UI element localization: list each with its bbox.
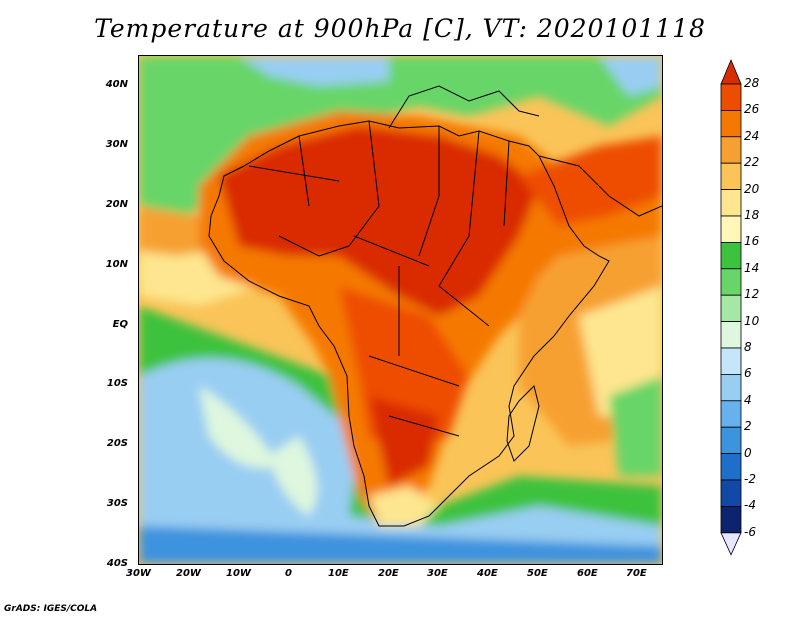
colorbar-segment <box>720 505 742 534</box>
lon-label-0: 0 <box>285 568 292 579</box>
colorbar-tick-label: 28 <box>744 76 760 90</box>
colorbar-segment <box>720 83 742 111</box>
colorbar-tick-label: 26 <box>744 102 760 117</box>
lon-label-70e: 70E <box>626 568 647 579</box>
colorbar-tick-label: 22 <box>744 155 760 170</box>
lon-label-50e: 50E <box>527 568 548 579</box>
credit-text: GrADS: IGES/COLA <box>4 604 98 614</box>
colorbar-segment <box>720 189 742 217</box>
colorbar-segment <box>720 347 742 375</box>
colorbar-segment <box>720 373 742 402</box>
colorbar-segment <box>720 400 742 428</box>
lat-label-10n: 10N <box>105 259 128 270</box>
colorbar-tick-label: 6 <box>744 366 752 381</box>
lat-label-40s: 40S <box>106 558 128 569</box>
colorbar-tick-label: 20 <box>744 181 760 196</box>
colorbar-top-arrow <box>720 58 742 85</box>
colorbar-tick-label: 16 <box>744 234 760 249</box>
colorbar-tick-label: 4 <box>744 392 752 407</box>
colorbar-tick-label: 14 <box>744 260 760 275</box>
colorbar-segment <box>720 453 742 481</box>
lon-label-60e: 60E <box>577 568 598 579</box>
lon-label-30e: 30E <box>427 568 448 579</box>
colorbar-segment <box>720 215 742 243</box>
coastlines <box>208 85 662 527</box>
temperature-map <box>138 55 663 565</box>
lat-label-40n: 40N <box>105 79 128 90</box>
lat-label-20s: 20S <box>106 438 128 449</box>
colorbar-tick-label: 8 <box>744 340 752 354</box>
lon-label-10w: 10W <box>226 568 251 579</box>
colorbar-segment <box>720 268 742 296</box>
colorbar-segment <box>720 479 742 507</box>
temperature-field <box>139 56 662 564</box>
colorbar <box>720 58 742 556</box>
map-title: Temperature at 900hPa [C], VT: 202010111… <box>94 14 706 43</box>
colorbar-tick-label: 2 <box>744 419 752 434</box>
colorbar-tick-label: 24 <box>744 128 760 143</box>
colorbar-bottom-arrow <box>720 532 742 556</box>
colorbar-tick-label: -6 <box>744 524 756 539</box>
lat-label-20n: 20N <box>105 199 128 210</box>
lat-label-30n: 30N <box>105 139 128 150</box>
colorbar-tick-label: 10 <box>744 313 760 328</box>
colorbar-tick-label: 12 <box>744 287 760 302</box>
lat-label-eq: EQ <box>112 319 128 330</box>
colorbar-segment <box>720 294 742 322</box>
lon-label-20e: 20E <box>378 568 399 579</box>
lat-label-30s: 30S <box>106 498 128 509</box>
colorbar-segment <box>720 321 742 349</box>
colorbar-segment <box>720 162 742 190</box>
colorbar-tick-label: -2 <box>744 472 756 486</box>
lon-label-40e: 40E <box>477 568 498 579</box>
colorbar-segment <box>720 110 742 138</box>
lon-label-10e: 10E <box>328 568 349 579</box>
colorbar-segment <box>720 136 742 164</box>
colorbar-segment <box>720 426 742 455</box>
colorbar-tick-label: -4 <box>744 498 756 513</box>
colorbar-tick-label: 0 <box>744 445 752 460</box>
colorbar-tick-label: 18 <box>744 208 760 222</box>
lat-label-10s: 10S <box>106 378 128 389</box>
lon-label-30w: 30W <box>126 568 151 579</box>
lon-label-20w: 20W <box>176 568 201 579</box>
colorbar-segment <box>720 241 742 270</box>
